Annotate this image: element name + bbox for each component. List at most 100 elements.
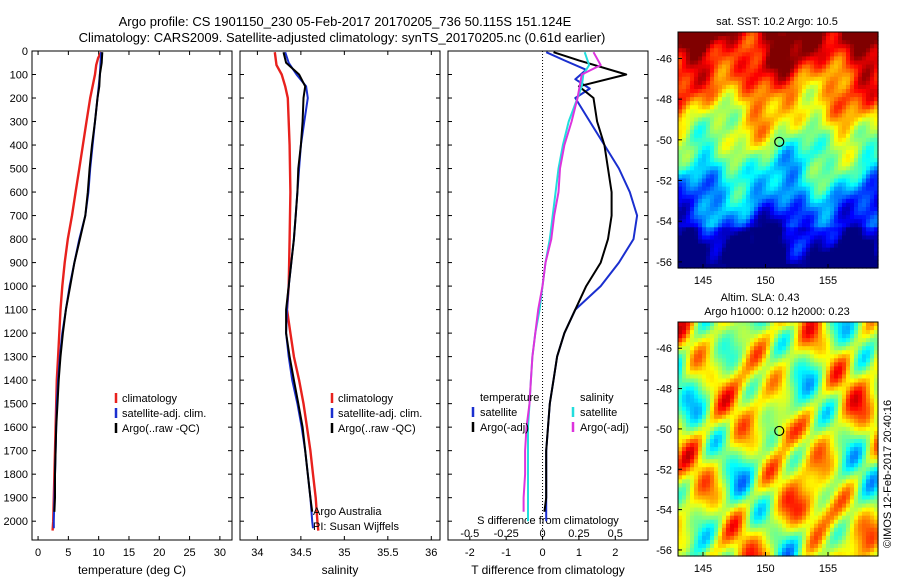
map-cell (694, 72, 699, 78)
map-cell (718, 186, 723, 192)
map-cell (710, 76, 715, 82)
map-cell (818, 334, 823, 339)
map-cell (818, 141, 823, 147)
map-cell (706, 186, 711, 192)
map-cell (762, 68, 767, 74)
map-cell (738, 342, 743, 347)
map-cell (754, 422, 759, 428)
map-cell (750, 366, 755, 372)
map-cell (738, 338, 743, 343)
map-cell (874, 326, 879, 331)
map-cell (722, 434, 727, 440)
map-cell (710, 194, 715, 200)
map-cell (730, 141, 735, 147)
map-cell (730, 97, 735, 102)
map-cell (786, 443, 791, 448)
map-cell (866, 426, 871, 432)
map-cell (742, 141, 747, 147)
map-cell (802, 215, 807, 220)
map-cell (838, 378, 843, 384)
map-cell (834, 137, 839, 143)
map-cell (858, 145, 863, 151)
map-cell (742, 235, 747, 241)
map-cell (826, 459, 831, 464)
map-cell (842, 84, 847, 90)
map-cell (710, 443, 715, 448)
map-cell (750, 231, 755, 237)
map-cell (866, 117, 871, 123)
map-cell (754, 235, 759, 241)
map-cell (722, 459, 727, 464)
map-cell (830, 394, 835, 400)
map-cell (810, 362, 815, 367)
map-cell (758, 422, 763, 428)
map-cell (686, 215, 691, 220)
map-cell (862, 430, 867, 436)
map-cell (754, 251, 759, 257)
map-cell (794, 48, 799, 53)
map-cell (850, 105, 855, 110)
map-cell (706, 158, 711, 163)
map-cell (738, 346, 743, 351)
map-cell (750, 362, 755, 367)
map-cell (698, 84, 703, 90)
map-y-tick-label: -48 (656, 94, 672, 106)
map-cell (682, 182, 687, 188)
map-cell (874, 247, 879, 253)
map-cell (790, 202, 795, 208)
map-cell (846, 263, 851, 269)
map-cell (826, 141, 831, 147)
map-cell (694, 215, 699, 220)
map-cell (858, 182, 863, 188)
map-cell (754, 443, 759, 448)
map-cell (870, 422, 875, 428)
map-cell (854, 64, 859, 70)
map-cell (798, 68, 803, 74)
x-tick-label-s: -0.5 (460, 528, 479, 540)
map-cell (786, 219, 791, 224)
map-cell (762, 459, 767, 464)
map-cell (850, 231, 855, 237)
map-cell (778, 326, 783, 331)
map-cell (730, 113, 735, 119)
map-cell (726, 386, 731, 392)
map-cell (846, 354, 851, 359)
map-cell (766, 56, 771, 62)
map-cell (846, 105, 851, 110)
map-cell (738, 358, 743, 363)
map-cell (838, 93, 843, 98)
map-cell (678, 463, 683, 468)
map-cell (734, 251, 739, 257)
map-cell (718, 202, 723, 208)
map-cell (818, 206, 823, 212)
map-cell (830, 80, 835, 86)
map-cell (846, 374, 851, 380)
map-cell (706, 350, 711, 355)
map-cell (678, 166, 683, 171)
map-cell (874, 133, 879, 139)
map-cell (786, 354, 791, 359)
map-cell (722, 190, 727, 196)
map-cell (762, 125, 767, 131)
map-cell (690, 32, 695, 37)
map-cell (818, 398, 823, 404)
map-cell (826, 330, 831, 335)
map-cell (770, 154, 775, 159)
map-cell (690, 223, 695, 228)
map-cell (774, 170, 779, 176)
map-cell (706, 76, 711, 82)
map-cell (718, 259, 723, 265)
map-cell (698, 434, 703, 440)
map-cell (702, 170, 707, 176)
map-cell (754, 198, 759, 204)
map-cell (722, 243, 727, 249)
map-cell (810, 247, 815, 253)
map-cell (718, 36, 723, 41)
map-cell (778, 80, 783, 86)
map-cell (858, 141, 863, 147)
map-cell (730, 174, 735, 180)
map-cell (826, 255, 831, 261)
map-cell (702, 105, 707, 110)
map-cell (758, 231, 763, 237)
map-cell (786, 137, 791, 143)
